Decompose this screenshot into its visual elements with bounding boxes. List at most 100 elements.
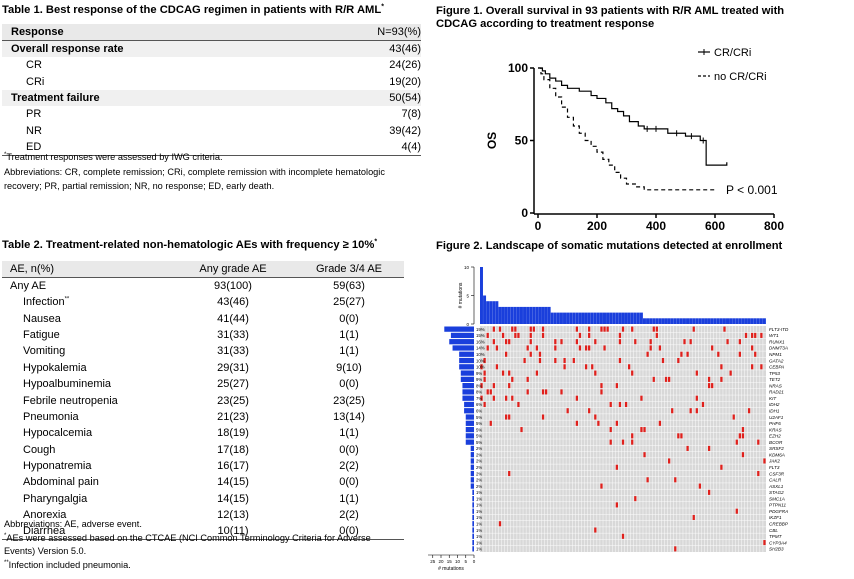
- top-mutation-bar: [667, 318, 671, 324]
- side-mutation-bar: [464, 401, 474, 408]
- mutation-cell: [674, 477, 677, 483]
- mutation-cell: [661, 357, 665, 364]
- top-mutation-bar: [646, 318, 650, 324]
- table-row: Treatment failure 50(54): [2, 89, 421, 107]
- top-mutation-bar: [532, 306, 536, 324]
- gene-label: RUNX1: [769, 339, 785, 344]
- top-mutation-bar: [507, 306, 511, 324]
- mutation-cell: [720, 464, 723, 470]
- table2-label-text: Hypokalemia: [23, 361, 87, 374]
- top-mutation-bar: [652, 318, 656, 324]
- side-axis-tick-label: 15: [447, 559, 453, 564]
- mutation-cell: [594, 414, 597, 420]
- table-row: Abdominal pain 14(15) 0(0): [2, 474, 404, 490]
- top-mutation-bar: [753, 318, 757, 324]
- top-mutation-bar: [719, 318, 723, 324]
- top-axis-tick-label: 10: [464, 265, 470, 270]
- gene-percent-label: 8%: [476, 390, 482, 395]
- gene-label: SRSF2: [769, 446, 784, 451]
- x-tick-label: 400: [646, 219, 666, 233]
- y-tick-label: 50: [515, 134, 529, 148]
- top-mutation-bar: [556, 312, 560, 324]
- top-mutation-bar: [618, 312, 622, 324]
- figure1-title: Figure 1. Overall survival in 93 patient…: [436, 5, 852, 31]
- table2-label-text: Hyponatremia: [23, 460, 92, 473]
- table2-notes: Abbreviations: AE, adverse event. *AEs w…: [4, 518, 371, 572]
- top-mutation-bar: [624, 312, 628, 324]
- top-mutation-bar: [676, 318, 680, 324]
- table2-footnote2-mark: **: [4, 559, 9, 566]
- gene-percent-label: 1%: [476, 528, 482, 533]
- mutation-cell: [486, 332, 489, 338]
- table2-cell-any: 17(18): [217, 443, 249, 456]
- top-mutation-bar: [609, 312, 613, 324]
- mutation-cell: [535, 370, 539, 376]
- gene-label: SH2B3: [769, 547, 784, 552]
- top-mutation-bar: [642, 318, 646, 324]
- mutation-cell: [649, 345, 652, 351]
- mutation-cell: [729, 370, 732, 376]
- mutation-cell: [640, 427, 643, 433]
- table2-cell-label: Abdominal pain: [2, 474, 172, 490]
- gene-percent-label: 5%: [476, 415, 482, 420]
- mutation-cell: [529, 351, 532, 357]
- top-mutation-bar: [526, 306, 530, 324]
- gene-percent-label: 2%: [476, 465, 482, 470]
- top-mutation-bar: [689, 318, 693, 324]
- mutation-cell: [640, 395, 643, 401]
- top-mutation-bar: [544, 306, 548, 324]
- gene-label: EZH2: [769, 434, 781, 439]
- mutation-cell: [575, 326, 579, 332]
- top-mutation-bar: [615, 312, 619, 324]
- mutation-cell: [646, 477, 649, 483]
- table1-footnote-mark: *: [4, 151, 7, 158]
- side-mutation-bar: [460, 370, 474, 376]
- mutation-cell: [618, 339, 622, 345]
- side-mutation-bar: [472, 502, 474, 508]
- gene-percent-label: 1%: [476, 515, 482, 520]
- gene-label: KRAS: [769, 427, 782, 432]
- top-mutation-bar: [679, 318, 683, 324]
- side-axis-tick-label: 20: [438, 559, 444, 564]
- table1-cell-value: 7(8): [401, 108, 421, 121]
- mutation-cell: [707, 489, 711, 495]
- top-mutation-bar: [547, 306, 551, 324]
- mutation-cell: [692, 326, 695, 332]
- mutation-cell: [609, 427, 612, 433]
- top-mutation-bar: [630, 312, 634, 324]
- table2-cell-grade34: 9(10): [336, 361, 362, 374]
- side-mutation-bar: [472, 546, 474, 552]
- top-mutation-bar: [535, 306, 539, 324]
- side-axis-tick-label: 5: [464, 559, 467, 564]
- table1-cell-value: 19(20): [389, 75, 421, 88]
- gene-label: CSF3R: [769, 471, 785, 476]
- top-mutation-bar: [682, 318, 686, 324]
- mutation-cell: [523, 357, 526, 364]
- gene-label: FLT3-ITD: [769, 327, 789, 332]
- table2-cell-grade34: 1(1): [339, 345, 359, 358]
- x-tick-label: 0: [535, 219, 542, 233]
- x-tick-label: 200: [587, 219, 607, 233]
- table2-cell-label: Hypocalcemia: [2, 425, 172, 441]
- side-mutation-bar: [465, 433, 474, 439]
- mutation-cell: [501, 370, 505, 376]
- top-mutation-bar: [738, 318, 742, 324]
- top-mutation-bar: [480, 267, 483, 324]
- mutation-cell: [505, 414, 508, 420]
- table-row: Nausea 41(44) 0(0): [2, 310, 404, 326]
- table-row: Hypocalcemia 18(19) 1(1): [2, 425, 404, 441]
- mutation-cell: [634, 339, 637, 345]
- top-mutation-bar: [729, 318, 733, 324]
- table1-cell-label: NR: [26, 124, 42, 137]
- gene-percent-label: 1%: [476, 521, 482, 526]
- mutation-cell: [741, 433, 745, 439]
- series-line-cr-cri: [538, 67, 728, 166]
- gene-label: JAK2: [768, 459, 780, 464]
- mutation-cell: [483, 370, 486, 376]
- mutation-cell: [723, 326, 726, 332]
- table-row: Overall response rate 43(46): [2, 40, 421, 57]
- table2-cell-label: Hypoalbuminemia: [2, 376, 172, 392]
- gene-label: TPMT: [769, 534, 783, 539]
- mutation-cell: [511, 395, 514, 401]
- mutation-cell: [631, 439, 634, 445]
